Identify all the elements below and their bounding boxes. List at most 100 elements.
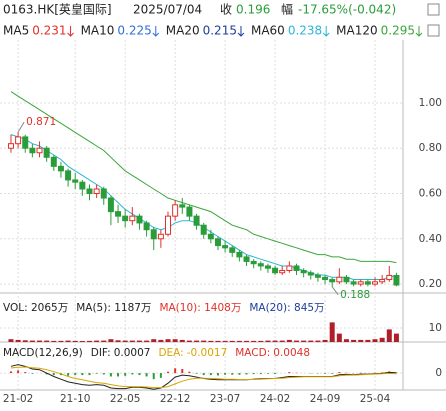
candle-body (7, 143, 14, 149)
plot: 21-02 21-10 22-05 22-12 23-07 24-02 24-09 25-04… (0, 40, 446, 405)
candle-body (186, 206, 193, 217)
candle-body (236, 251, 243, 258)
volume-bar (393, 333, 399, 342)
date: 2025/07/04 (133, 3, 202, 17)
volume-bar (322, 339, 328, 342)
candle-body (364, 281, 371, 285)
candle-body (15, 136, 22, 145)
header: 0163.HK[英皇国际] 2025/07/04 收 0.196 幅 -17.6… (3, 2, 440, 37)
ma-settings-icon[interactable] (427, 24, 440, 37)
volume-bar (194, 340, 200, 342)
annotation-leader (17, 121, 25, 133)
annotation-leader (331, 286, 339, 296)
volume-bar (293, 340, 299, 342)
volume-bar (372, 339, 378, 342)
volume-bar (122, 340, 128, 342)
volume-bar (165, 339, 171, 342)
volume-bar (129, 340, 135, 342)
candle-body (393, 274, 400, 286)
macd-legend: 0.0007 (114, 347, 151, 359)
volume-bar (251, 340, 257, 342)
candle-body (250, 260, 257, 265)
volume-bar (279, 340, 285, 342)
candle-body (29, 147, 36, 154)
candle-body (336, 276, 343, 283)
volume-bar (37, 340, 43, 342)
trend-arrow (237, 26, 245, 37)
ma-line (10, 91, 397, 264)
candle-body (22, 136, 29, 149)
ma-value: 0.295 (381, 24, 415, 38)
volume-bar (101, 340, 107, 342)
volume-bar (115, 340, 121, 342)
ma-value: 0.231 (32, 24, 66, 38)
dea-line (10, 366, 397, 389)
volume-bar (86, 340, 92, 342)
candle-body (257, 263, 264, 267)
volume-bar (144, 340, 150, 342)
candle-body (329, 279, 336, 283)
volume-bar (158, 339, 164, 342)
volume-bar (151, 339, 157, 342)
macd-legend: 0.0048 (273, 347, 310, 359)
x-tick-label: 22-05 (110, 393, 141, 405)
candle-body (179, 204, 186, 208)
volume-bar (22, 340, 28, 342)
candle-body (343, 276, 350, 283)
volume-bar (358, 339, 364, 342)
candle-body (93, 188, 100, 195)
candle-body (193, 215, 200, 226)
trend-arrow (322, 26, 330, 37)
candle-body (200, 224, 207, 235)
macd-legend: MACD: (235, 347, 270, 359)
volume-bar (108, 339, 114, 342)
annotation: 0.188 (340, 289, 370, 301)
candle-body (322, 276, 329, 281)
trend-arrow (67, 26, 74, 37)
settings-icon[interactable] (427, 3, 440, 16)
volume-bar (229, 340, 235, 342)
ma-legend: MA5 0.231 MA10 0.225 MA20 0.215 MA60 0.238 MA120… (3, 24, 423, 38)
candle-body (79, 181, 86, 190)
candle-body (150, 229, 157, 240)
ma-name: MA10 (81, 24, 115, 38)
macd-legend: MACD(12,26,9) (3, 347, 83, 359)
volume-bar (215, 340, 221, 342)
volume-bar (315, 340, 321, 342)
volume-bar (8, 339, 14, 342)
volume-bar (379, 337, 385, 342)
volume-bar (343, 339, 349, 342)
volume-bar (365, 339, 371, 342)
y-tick-label: 0.60 (419, 188, 442, 200)
volume-bar (244, 340, 250, 342)
candle-body (50, 156, 57, 167)
vol-legend: VOL: 2065万 (3, 302, 68, 314)
candle-body (293, 265, 300, 271)
candle-body (372, 281, 379, 285)
candle-body (36, 147, 43, 154)
volume-bar (51, 340, 57, 342)
candle-body (165, 215, 172, 235)
candle-body (229, 247, 236, 253)
y-tick-label: 0 (435, 367, 442, 379)
candle-body (386, 274, 393, 281)
candle-body (122, 215, 129, 222)
candle-body (243, 256, 250, 262)
candle-body (72, 179, 79, 183)
x-tick-label: 24-02 (260, 393, 291, 405)
x-tick-label: 21-02 (3, 393, 34, 405)
y-tick-label: 0.80 (419, 142, 442, 154)
vol-legend: MA(20): 845万 (249, 302, 324, 314)
candle-body (307, 272, 314, 276)
candle-body (143, 222, 150, 231)
volume-bar (272, 340, 278, 342)
candle-body (172, 204, 179, 217)
volume-bar (236, 340, 242, 342)
x-tick-label: 24-09 (310, 393, 341, 405)
y-tick-label: 10 (429, 322, 442, 334)
candle-body (314, 274, 321, 278)
volume-bar (79, 341, 85, 342)
volume-bar (94, 340, 100, 342)
candle-body (115, 211, 122, 217)
candle-body (100, 188, 107, 199)
